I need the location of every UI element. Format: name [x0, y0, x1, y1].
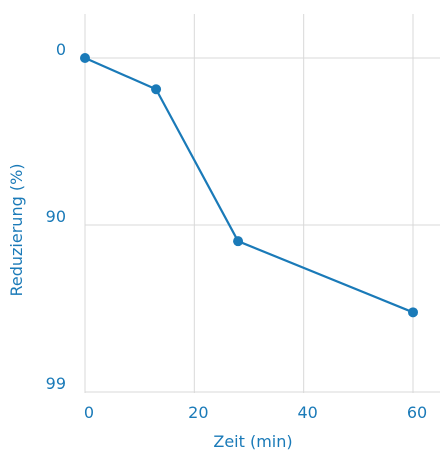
series-line: [84, 56, 414, 314]
y-axis-title: Reduzierung (%): [7, 163, 26, 296]
x-axis-title: Zeit (min): [213, 432, 292, 451]
x-tick-label: 40: [297, 403, 317, 422]
grid: [84, 14, 440, 393]
x-tick-label: 60: [407, 403, 427, 422]
data-point: [80, 53, 90, 63]
y-tick-label: 90: [46, 207, 66, 226]
data-point: [408, 307, 418, 318]
y-tick-label: 0: [56, 40, 66, 59]
x-tick-label: 20: [188, 403, 208, 422]
data-point: [233, 236, 244, 247]
data-points: [80, 53, 418, 318]
data-point: [151, 84, 162, 95]
y-tick-label: 99: [46, 374, 66, 393]
tick-labels: 0 20 40 60 0 90 99: [46, 40, 428, 422]
x-tick-label: 0: [84, 403, 94, 422]
